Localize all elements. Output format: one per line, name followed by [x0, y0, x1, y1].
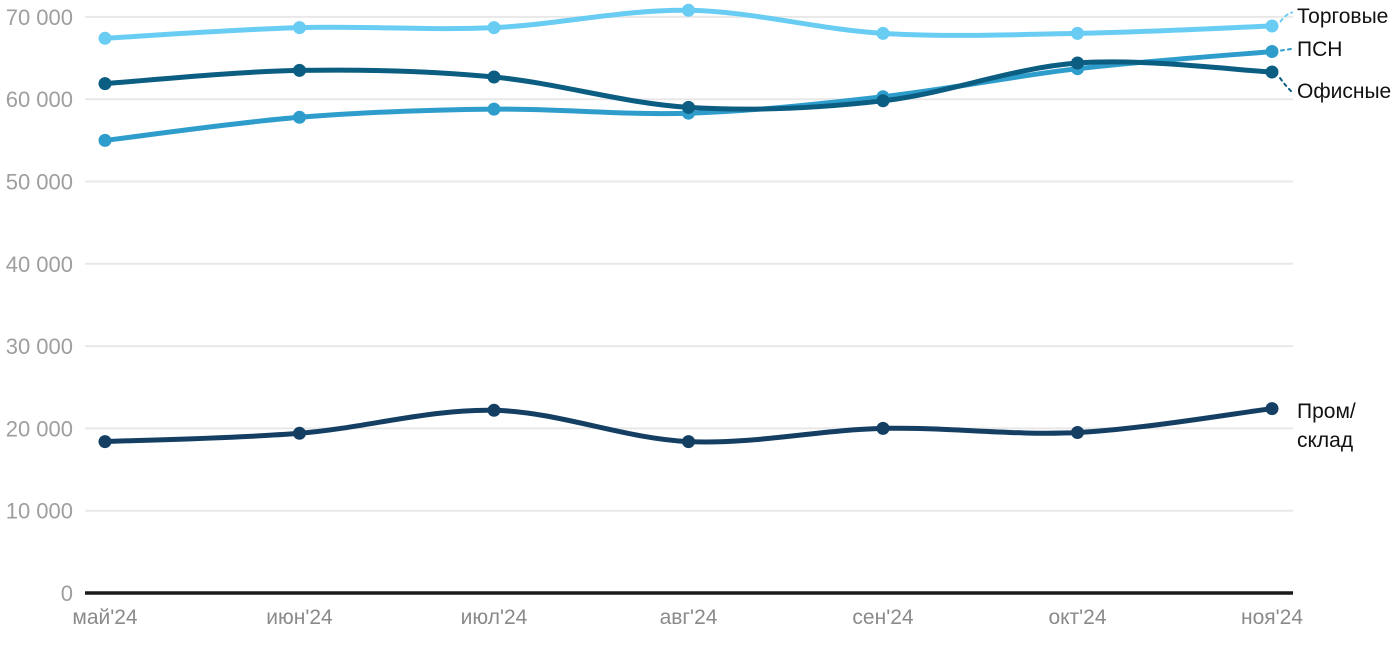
leader-line-torgovye: [1279, 11, 1293, 23]
data-point-ofisnye[interactable]: [487, 70, 501, 84]
y-tick-label: 70 000: [6, 5, 73, 30]
y-tick-label: 20 000: [6, 416, 73, 441]
x-tick-label: июн'24: [266, 606, 333, 629]
data-point-prom-sklad[interactable]: [98, 435, 112, 449]
data-point-torgovye[interactable]: [876, 26, 890, 40]
leader-line-ofisnye: [1279, 77, 1294, 94]
y-tick-label: 50 000: [6, 170, 73, 195]
data-point-ofisnye[interactable]: [682, 100, 695, 114]
data-point-ofisnye[interactable]: [293, 63, 306, 77]
x-tick-label: май'24: [72, 606, 138, 629]
x-tick-label: авг'24: [660, 606, 718, 629]
series-label-ofisnye: Офисные: [1297, 80, 1391, 103]
data-point-prom-sklad[interactable]: [1265, 402, 1279, 416]
series-line-psn: [102, 49, 1275, 143]
y-tick-label: 30 000: [6, 334, 73, 359]
data-point-torgovye[interactable]: [682, 3, 695, 17]
data-point-prom-sklad[interactable]: [487, 403, 501, 417]
data-point-psn[interactable]: [293, 110, 306, 124]
series-label-prom-sklad: склад: [1297, 429, 1353, 452]
data-point-ofisnye[interactable]: [98, 77, 112, 91]
y-tick-label: 40 000: [6, 252, 73, 277]
data-point-ofisnye[interactable]: [876, 94, 890, 108]
data-point-psn[interactable]: [98, 133, 112, 147]
data-point-prom-sklad[interactable]: [293, 426, 306, 440]
x-tick-label: сен'24: [852, 606, 913, 629]
y-tick-label: 0: [61, 581, 73, 606]
series-label-prom-sklad: Пром/: [1297, 400, 1356, 423]
data-point-torgovye[interactable]: [1071, 26, 1084, 40]
x-tick-label: ноя'24: [1241, 606, 1303, 629]
data-point-torgovye[interactable]: [293, 21, 306, 35]
x-tick-label: окт'24: [1048, 606, 1106, 629]
series-label-torgovye: Торговые: [1297, 5, 1388, 28]
data-point-torgovye[interactable]: [487, 21, 501, 35]
y-tick-label: 10 000: [6, 499, 73, 524]
leader-line-psn: [1280, 48, 1292, 52]
data-point-psn[interactable]: [1265, 45, 1279, 58]
data-point-ofisnye[interactable]: [1265, 65, 1279, 79]
data-point-prom-sklad[interactable]: [876, 421, 890, 435]
data-point-torgovye[interactable]: [98, 31, 112, 45]
data-point-prom-sklad[interactable]: [1071, 426, 1084, 439]
x-tick-label: июл'24: [461, 606, 528, 629]
data-point-psn[interactable]: [487, 102, 501, 116]
y-tick-label: 60 000: [6, 87, 73, 112]
data-point-prom-sklad[interactable]: [682, 435, 695, 449]
data-point-ofisnye[interactable]: [1071, 56, 1084, 70]
series-label-psn: ПСН: [1297, 38, 1342, 61]
data-point-torgovye[interactable]: [1265, 19, 1279, 33]
